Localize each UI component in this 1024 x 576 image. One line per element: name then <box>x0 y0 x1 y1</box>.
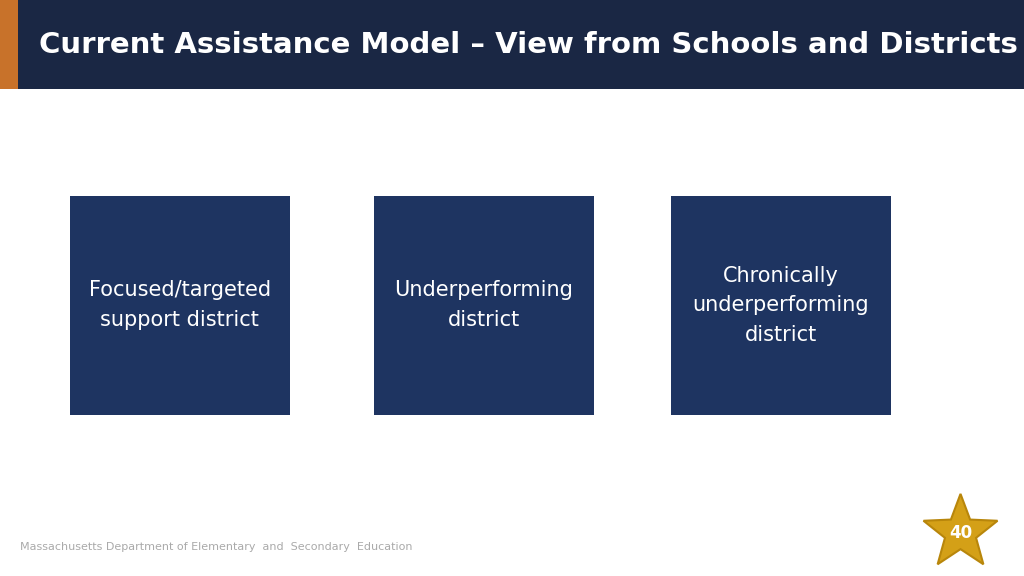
Bar <box>671 196 891 415</box>
Bar <box>18 0 1024 89</box>
Text: Massachusetts Department of Elementary  and  Secondary  Education: Massachusetts Department of Elementary a… <box>20 542 413 552</box>
Text: Focused/targeted
support district: Focused/targeted support district <box>89 281 270 330</box>
Bar <box>70 196 290 415</box>
Text: Chronically
underperforming
district: Chronically underperforming district <box>692 266 869 345</box>
Text: Current Assistance Model – View from Schools and Districts: Current Assistance Model – View from Sch… <box>39 31 1018 59</box>
Text: Underperforming
district: Underperforming district <box>394 281 573 330</box>
Bar <box>0 0 18 89</box>
Bar <box>374 196 594 415</box>
Polygon shape <box>924 494 997 564</box>
Text: 40: 40 <box>949 524 972 542</box>
